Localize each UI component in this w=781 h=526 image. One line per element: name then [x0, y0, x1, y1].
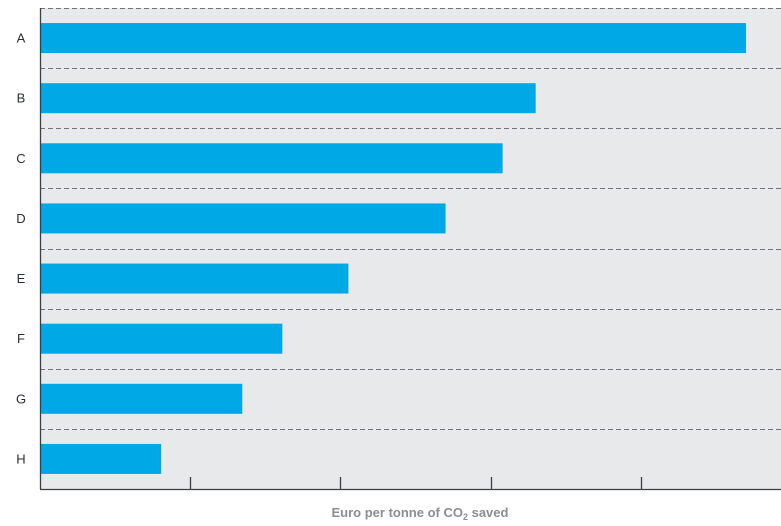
axes	[39, 8, 781, 491]
category-label-f: F	[17, 331, 25, 346]
category-label-e: E	[17, 271, 26, 286]
bar-a	[40, 23, 746, 54]
bar-b	[40, 83, 536, 114]
x-axis-title-main: Euro per tonne of CO	[332, 505, 463, 520]
x-axis-ticks	[189, 477, 643, 489]
category-label-c: C	[16, 151, 25, 166]
bar-f	[40, 323, 283, 354]
category-label-g: G	[16, 391, 26, 406]
bar-d	[40, 203, 446, 234]
bar-g	[40, 383, 243, 414]
category-label-b: B	[17, 91, 26, 106]
x-axis-title-suffix: saved	[468, 505, 509, 520]
x-axis-title-subscript: 2	[463, 512, 468, 522]
bars	[40, 23, 746, 474]
bar-c	[40, 143, 503, 174]
grid-lines	[40, 8, 781, 430]
category-label-h: H	[16, 451, 25, 466]
category-labels: A B C D E F G H	[16, 31, 26, 467]
plot-background	[40, 8, 781, 489]
bar-h	[40, 443, 162, 474]
category-label-a: A	[17, 31, 26, 46]
bar-e	[40, 263, 349, 294]
x-axis-title: Euro per tonne of CO2 saved	[332, 505, 509, 522]
category-label-d: D	[16, 211, 25, 226]
